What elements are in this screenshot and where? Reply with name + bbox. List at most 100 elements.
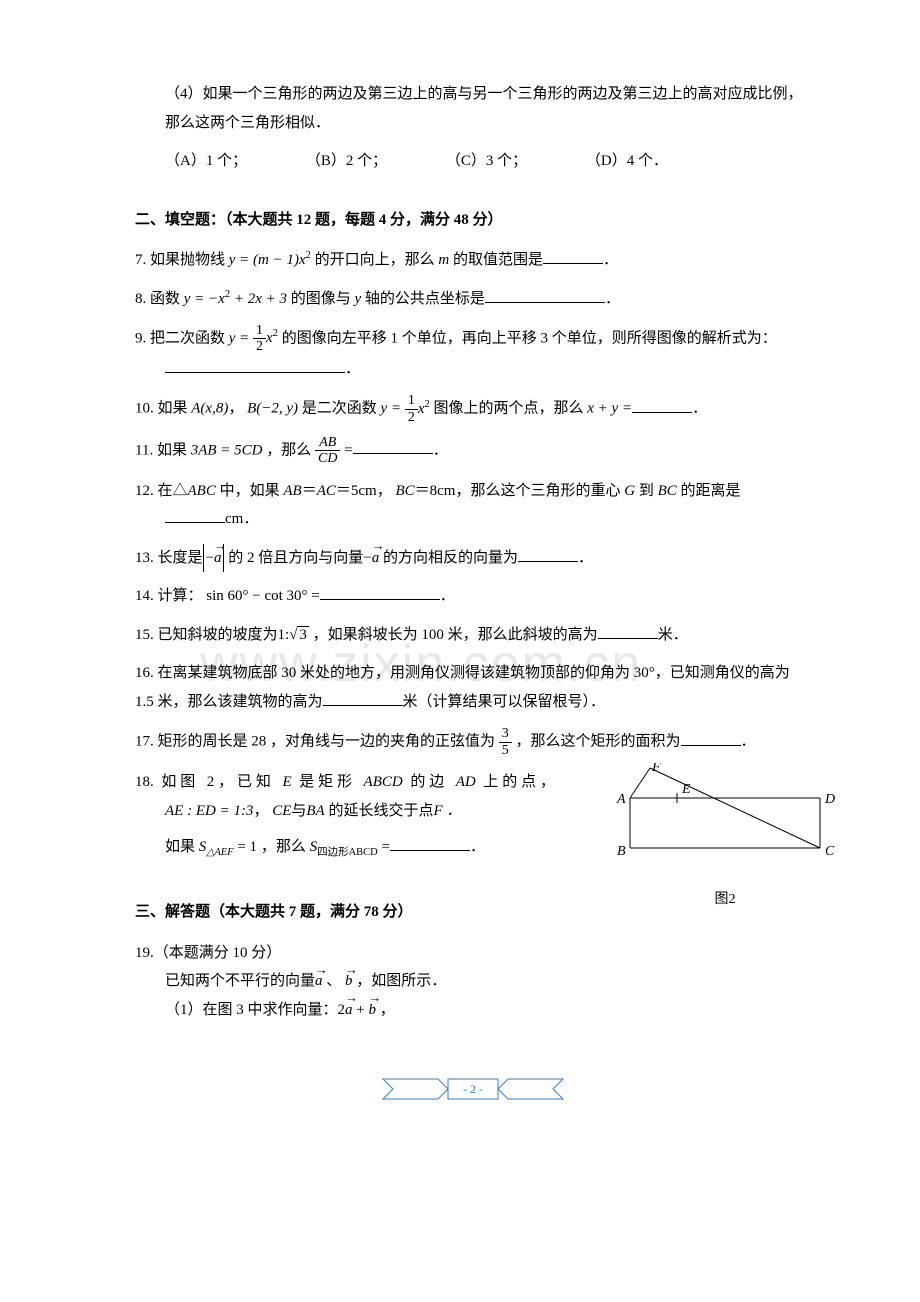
page-content: （4）如果一个三角形的两边及第三边上的高与另一个三角形的两边及第三边上的高对应成… xyxy=(135,80,810,1104)
q18-l1d: 上的点， xyxy=(483,774,555,790)
q9-period: ． xyxy=(345,361,360,377)
q10-y-eq: y = xyxy=(381,401,405,417)
q8-suffix: 的图像与 xyxy=(291,291,351,307)
svg-text:- 2 -: - 2 - xyxy=(463,1082,483,1096)
q18-l3a: 如果 xyxy=(165,839,199,855)
q13-prefix: 13. 长度是 xyxy=(135,550,203,566)
q18-ad: AD xyxy=(456,774,476,790)
q14-blank xyxy=(320,585,440,600)
q13-abs: −a xyxy=(203,544,225,573)
q15-sqrt-val: 3 xyxy=(297,626,309,643)
q15-mid: ，如果斜坡长为 100 米，那么此斜坡的高为 xyxy=(313,627,598,643)
q19-vec-a2: a xyxy=(345,996,353,1025)
svg-text:F: F xyxy=(651,763,661,775)
q19-vec-a: a xyxy=(315,967,323,996)
q18-ratio: AE : ED = 1:3 xyxy=(165,803,253,819)
q10-expr: x + y = xyxy=(587,401,632,417)
q17-tail: ，那么这个矩形的面积为 xyxy=(516,734,681,750)
question-11: 11. 如果 3AB = 5CD ，那么 ABCD =． xyxy=(135,435,810,467)
q11-mid: ，那么 xyxy=(266,442,311,458)
q18-ba: BA xyxy=(306,803,324,819)
q18-f: F ． xyxy=(433,803,461,819)
q10-suffix: 图像上的两个点，那么 xyxy=(434,401,584,417)
q14-expr: sin 60° − cot 30° = xyxy=(206,588,320,604)
question-14: 14. 计算： sin 60° − cot 30° =． xyxy=(135,582,810,611)
q17-frac: 35 xyxy=(499,726,512,758)
q18-e: E xyxy=(282,774,291,790)
q19-l1a: 已知两个不平行的向量 xyxy=(165,973,315,989)
question-13: 13. 长度是−a 的 2 倍且方向与向量−a 的方向相反的向量为． xyxy=(135,544,810,573)
q11-eq1: 3AB = 5CD xyxy=(191,442,263,458)
question-18: 18. 如图 2，已知 E 是矩形 ABCD 的边 AD 上的点， AE : E… xyxy=(135,768,810,863)
q9-frac: 12 xyxy=(253,323,266,355)
q11-frac: ABCD xyxy=(315,435,340,467)
q16-blank xyxy=(323,691,403,706)
q17-period: ． xyxy=(741,734,756,750)
previous-question-options: （A）1 个； （B）2 个； （C）3 个； （D）4 个． xyxy=(135,147,810,176)
q12-v8: ＝8cm，那么这个三角形的重心 xyxy=(415,483,621,499)
q12-ac: AC xyxy=(317,483,336,499)
q10-x2: x2 xyxy=(418,401,430,417)
question-15: 15. 已知斜坡的坡度为1:√3 ，如果斜坡长为 100 米，那么此斜坡的高为米… xyxy=(135,621,810,650)
q13-blank xyxy=(518,547,578,562)
q12-bc: BC xyxy=(395,483,414,499)
q10-mid: 是二次函数 xyxy=(302,401,377,417)
previous-question-fragment: （4）如果一个三角形的两边及第三边上的高与另一个三角形的两边及第三边上的高对应成… xyxy=(135,80,810,137)
q12-prefix: 12. 在△ xyxy=(135,483,188,499)
q12-v5: ＝5cm， xyxy=(336,483,392,499)
q8-period: ． xyxy=(605,291,620,307)
q12-mid: 中，如果 xyxy=(220,483,280,499)
question-12: 12. 在△ABC 中，如果 AB＝AC＝5cm， BC＝8cm，那么这个三角形… xyxy=(135,477,810,534)
question-16: 16. 在离某建筑物底部 30 米处的地方，用测角仪测得该建筑物顶部的仰角为 3… xyxy=(135,659,810,716)
q19-comma: ， xyxy=(380,1002,395,1018)
question-17: 17. 矩形的周长是 28 ，对角线与一边的夹角的正弦值为 35 ，那么这个矩形… xyxy=(135,726,810,758)
figure-2-svg: F A E D B C xyxy=(610,763,840,873)
q18-ce: CE xyxy=(272,803,291,819)
q10-blank xyxy=(632,398,692,413)
q15-prefix: 15. 已知斜坡的坡度为 xyxy=(135,627,278,643)
svg-text:A: A xyxy=(616,792,626,807)
svg-text:C: C xyxy=(825,844,835,859)
q18-s2: S xyxy=(310,839,318,855)
svg-text:D: D xyxy=(824,792,835,807)
q17-blank xyxy=(681,731,741,746)
q8-var: y xyxy=(355,291,362,307)
q15-blank xyxy=(598,624,658,639)
q11-blank xyxy=(353,439,433,454)
question-8: 8. 函数 y = −x2 + 2x + 3 的图像与 y 轴的公共点坐标是． xyxy=(135,285,810,314)
q7-blank xyxy=(543,249,603,264)
q10-prefix: 10. 如果 xyxy=(135,401,188,417)
page-number: - 2 - xyxy=(135,1074,810,1104)
section-2-title: 二、填空题：（本大题共 12 题，每题 4 分，满分 48 分） xyxy=(135,206,810,235)
q-prev-text: （4）如果一个三角形的两边及第三边上的高与另一个三角形的两边及第三边上的高对应成… xyxy=(165,86,803,131)
q12-unit: cm． xyxy=(225,511,258,527)
q7-formula: y = (m − 1)x2 xyxy=(229,252,311,268)
q18-aef: △AEF xyxy=(206,847,233,858)
figure-2-caption: 图2 xyxy=(610,887,840,914)
q12-abc: ABC xyxy=(188,483,216,499)
q10-frac: 12 xyxy=(405,393,418,425)
q18-l1b: 是矩形 xyxy=(299,774,356,790)
question-9: 9. 把二次函数 y = 12x2 的图像向左平移 1 个单位，再向上平移 3 … xyxy=(135,323,810,383)
q18-period: ． xyxy=(470,839,485,855)
q8-prefix: 8. 函数 xyxy=(135,291,180,307)
q15-tail: 米． xyxy=(658,627,688,643)
q8-blank xyxy=(485,288,605,303)
q7-suffix: 的开口向上，那么 xyxy=(315,252,435,268)
q19-l2a: （1）在图 3 中求作向量： xyxy=(165,1002,338,1018)
q16-tail: 米（计算结果可以保留根号）． xyxy=(403,694,606,710)
q10-comma: ， xyxy=(228,401,243,417)
q12-bc2: BC xyxy=(658,483,677,499)
q15-ratio: 1: xyxy=(278,627,290,643)
q18-quad: 四边形ABCD xyxy=(317,847,378,858)
q18-eq1: = 1 xyxy=(237,839,257,855)
q8-formula: y = −x2 + 2x + 3 xyxy=(184,291,287,307)
question-7: 7. 如果抛物线 y = (m − 1)x2 的开口向上，那么 m 的取值范围是… xyxy=(135,246,810,275)
q19-l1b: 、 xyxy=(326,973,341,989)
option-d: （D）4 个． xyxy=(586,147,668,176)
q18-l1a: 18. 如图 2，已知 xyxy=(135,774,275,790)
q10-period: ． xyxy=(692,401,707,417)
q18-comma: ， xyxy=(253,803,268,819)
q12-tail: 的距离是 xyxy=(681,483,741,499)
q19-vec-b2: b xyxy=(368,996,376,1025)
